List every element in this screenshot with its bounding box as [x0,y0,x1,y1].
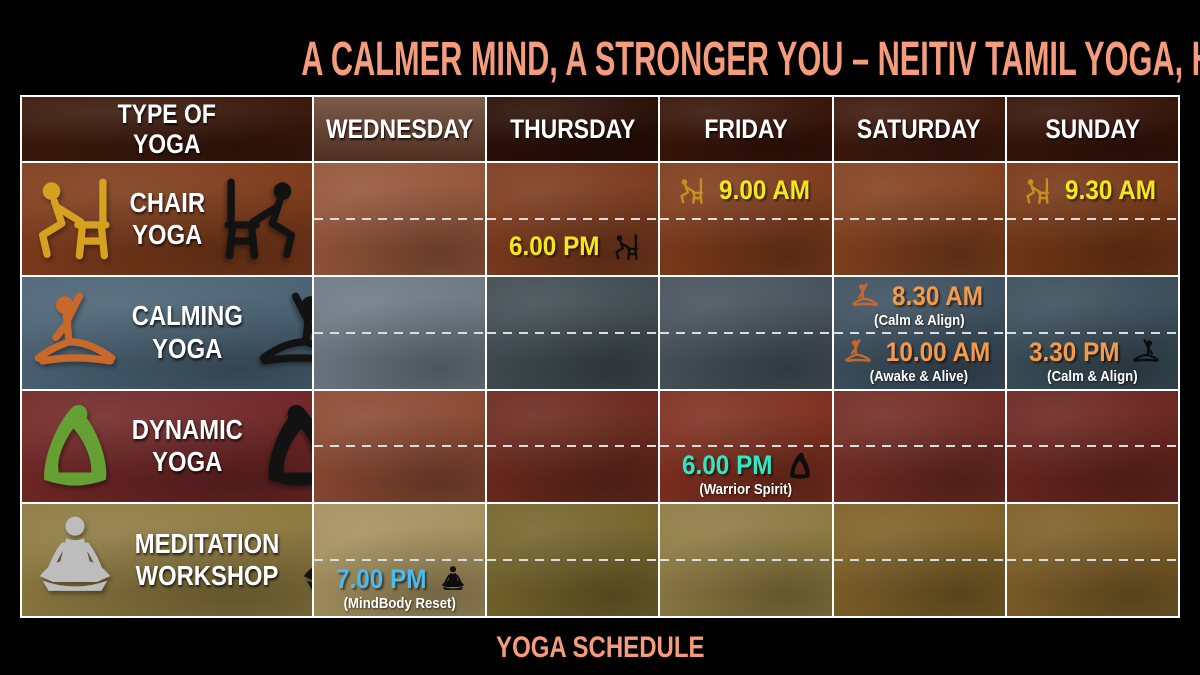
cell-dynamic-sunday [1006,390,1178,503]
session-entry: 9.00 AM [677,175,815,206]
session-entry: 10.00 AM (Awake & Alive) [843,337,996,385]
cell-calming-sunday: 3.30 PM (Calm & Align) [1006,276,1178,389]
meditation-icon [438,565,468,595]
calming-yoga-icon [843,337,873,367]
session-time: 6.00 PM [509,231,600,262]
cell-calming-friday [660,276,832,389]
session-time: 8.30 AM [892,280,984,311]
meditation-icon [292,513,312,607]
session-time: 9.00 AM [719,175,810,206]
row-label-line: YOGA [152,332,223,364]
session-subtitle: (Calm & Align) [873,311,965,329]
col-header-sunday: SUNDAY [1006,97,1178,161]
cell-dynamic-saturday [833,390,1005,503]
row-label-calming-yoga: CALMING YOGA [22,276,312,389]
cell-dynamic-wednesday [314,390,486,503]
session-entry: 3.30 PM (Calm & Align) [1024,337,1162,385]
day-label: SATURDAY [857,113,982,144]
calming-yoga-icon [28,286,122,380]
row-label-line: CALMING [131,300,243,332]
session-time: 9.30 AM [1065,175,1157,206]
session-time: 7.00 PM [335,564,427,595]
cell-calming-saturday: 8.30 AM (Calm & Align) 10.00 AM (Awake &… [833,276,1005,389]
row-label-text: DYNAMIC YOGA [122,414,253,478]
schedule-caption: YOGA SCHEDULE [0,631,1200,665]
row-label-line: CHAIR [129,186,205,218]
cell-chair-friday: 9.00 AM [660,163,832,275]
chair-yoga-icon [677,176,707,206]
row-label-line: YOGA [131,218,203,250]
cell-calming-thursday [487,276,659,389]
day-label: THURSDAY [510,113,636,144]
row-label-dynamic-yoga: DYNAMIC YOGA [22,390,312,503]
calming-yoga-icon [253,286,312,380]
dynamic-yoga-icon [785,451,815,481]
calming-yoga-icon [1131,337,1161,367]
row-label-text: CALMING YOGA [122,300,253,364]
col-header-saturday: SATURDAY [833,97,1005,161]
day-label: FRIDAY [704,113,788,144]
dynamic-yoga-icon [253,399,312,493]
col-header-thursday: THURSDAY [487,97,659,161]
calming-yoga-icon [850,281,880,311]
row-label-line: DYNAMIC [131,414,243,446]
session-time: 10.00 AM [885,336,990,367]
session-entry: 6.00 PM (Warrior Spirit) [677,450,815,498]
chair-yoga-icon [612,232,642,262]
session-subtitle: (Warrior Spirit) [699,481,793,499]
col-header-line: TYPE OF [117,98,217,129]
cell-chair-saturday [833,163,1005,275]
dynamic-yoga-icon [28,399,122,493]
row-label-chair-yoga: CHAIR YOGA [22,163,312,275]
row-label-line: WORKSHOP [135,560,279,592]
chair-yoga-icon [1023,176,1053,206]
cell-chair-wednesday [314,163,486,275]
cell-meditation-wednesday: 7.00 PM (MindBody Reset) [314,504,486,616]
chair-yoga-icon [28,172,122,266]
cell-chair-sunday: 9.30 AM [1006,163,1178,275]
session-entry: 9.30 AM [1023,175,1161,206]
col-header-wednesday: WEDNESDAY [314,97,486,161]
col-header-friday: FRIDAY [660,97,832,161]
page-title-text: A CALMER MIND, A STRONGER YOU – NEITIV T… [301,33,1200,86]
session-entry: 6.00 PM [504,231,642,262]
session-subtitle: (Awake & Alive) [870,367,969,385]
session-subtitle: (Calm & Align) [1047,367,1138,385]
cell-chair-thursday: 6.00 PM [487,163,659,275]
day-label: SUNDAY [1044,113,1140,144]
cell-dynamic-thursday [487,390,659,503]
session-entry: 8.30 AM (Calm & Align) [850,281,988,329]
cell-meditation-saturday [833,504,1005,616]
cell-meditation-thursday [487,504,659,616]
page-title: A CALMER MIND, A STRONGER YOU – NEITIV T… [0,32,1200,87]
cell-dynamic-friday: 6.00 PM (Warrior Spirit) [660,390,832,503]
row-label-text: MEDITATION WORKSHOP [122,528,292,592]
session-entry: 7.00 PM (MindBody Reset) [331,564,469,612]
cell-meditation-sunday [1006,504,1178,616]
row-label-line: MEDITATION [134,527,280,559]
row-label-text: CHAIR YOGA [122,187,212,251]
meditation-icon [28,513,122,607]
chair-yoga-icon [212,172,306,266]
session-time: 6.00 PM [682,450,773,481]
schedule-table: TYPE OF YOGA WEDNESDAY THURSDAY FRIDAY S… [20,95,1180,618]
session-subtitle: (MindBody Reset) [343,595,456,613]
schedule-caption-text: YOGA SCHEDULE [495,631,705,664]
row-label-line: YOGA [152,446,223,478]
cell-calming-wednesday [314,276,486,389]
col-header-type-of-yoga: TYPE OF YOGA [22,97,312,161]
cell-meditation-friday [660,504,832,616]
col-header-line: YOGA [133,129,201,159]
session-time: 3.30 PM [1028,336,1120,367]
day-label: WEDNESDAY [326,113,474,144]
row-label-meditation-workshop: MEDITATION WORKSHOP [22,504,312,616]
